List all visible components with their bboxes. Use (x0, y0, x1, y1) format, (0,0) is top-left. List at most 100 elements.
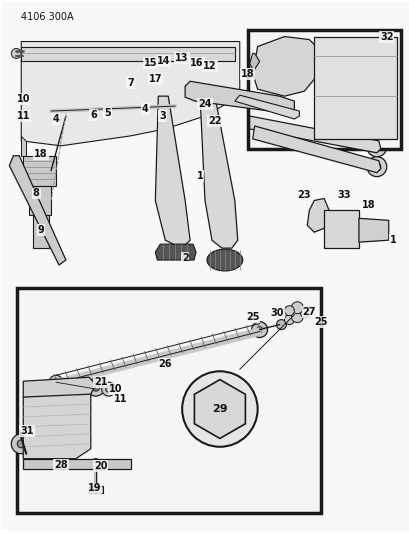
Polygon shape (324, 211, 358, 248)
Text: 33: 33 (337, 190, 350, 200)
Circle shape (162, 64, 172, 74)
Circle shape (366, 157, 386, 176)
Polygon shape (185, 81, 294, 113)
Text: 18: 18 (34, 149, 48, 159)
Text: 28: 28 (54, 459, 67, 470)
Circle shape (182, 372, 257, 447)
Text: 7: 7 (127, 78, 134, 88)
Text: 20: 20 (94, 461, 107, 471)
Polygon shape (313, 37, 396, 139)
Circle shape (271, 63, 277, 69)
Circle shape (17, 440, 25, 448)
Polygon shape (23, 377, 96, 397)
Text: 10: 10 (109, 384, 122, 394)
Text: 24: 24 (198, 99, 211, 109)
Circle shape (180, 64, 190, 74)
Circle shape (32, 192, 48, 208)
Circle shape (338, 67, 348, 76)
Text: 8: 8 (33, 189, 40, 198)
Polygon shape (252, 126, 380, 173)
Circle shape (138, 107, 142, 111)
Circle shape (11, 49, 21, 59)
Text: 5: 5 (104, 108, 111, 118)
Text: 23: 23 (297, 190, 310, 200)
Text: 25: 25 (314, 317, 327, 327)
Circle shape (159, 90, 167, 98)
Text: 15: 15 (143, 59, 157, 68)
Circle shape (192, 71, 202, 81)
Circle shape (291, 311, 303, 322)
Circle shape (34, 225, 48, 239)
Circle shape (87, 378, 104, 396)
Text: 21: 21 (94, 377, 107, 387)
Circle shape (92, 383, 99, 391)
Polygon shape (9, 156, 66, 265)
Circle shape (284, 306, 294, 316)
Text: 14: 14 (156, 56, 170, 67)
Text: 9: 9 (38, 225, 45, 235)
Polygon shape (29, 185, 51, 215)
Text: 11: 11 (114, 394, 127, 404)
Text: 17: 17 (148, 74, 162, 84)
Polygon shape (252, 37, 319, 96)
Polygon shape (234, 95, 299, 119)
Circle shape (150, 68, 160, 78)
Text: 29: 29 (211, 404, 227, 414)
Circle shape (284, 314, 294, 325)
Circle shape (251, 321, 267, 337)
Circle shape (208, 398, 231, 421)
Circle shape (200, 81, 209, 91)
Circle shape (147, 63, 202, 119)
Text: 6: 6 (90, 110, 97, 120)
Polygon shape (21, 136, 26, 156)
Text: 3: 3 (159, 111, 165, 121)
Text: 32: 32 (379, 31, 393, 42)
Circle shape (85, 106, 96, 116)
Polygon shape (358, 219, 388, 242)
Circle shape (362, 60, 384, 82)
Polygon shape (23, 156, 56, 185)
Circle shape (110, 105, 120, 115)
Text: 4106 300A: 4106 300A (21, 12, 74, 22)
Polygon shape (307, 198, 328, 232)
Text: 1: 1 (389, 235, 396, 245)
Text: 22: 22 (208, 116, 221, 126)
Circle shape (372, 163, 380, 171)
Bar (17, 288, 320, 513)
Circle shape (286, 101, 294, 109)
Text: 10: 10 (16, 94, 30, 104)
Text: 13: 13 (175, 53, 189, 63)
Polygon shape (89, 486, 102, 494)
Circle shape (113, 108, 117, 112)
Circle shape (153, 84, 173, 104)
Polygon shape (23, 389, 90, 459)
Bar (247, 30, 400, 149)
Text: 18: 18 (240, 69, 254, 79)
Circle shape (89, 109, 92, 113)
Circle shape (11, 434, 31, 454)
Circle shape (372, 143, 380, 151)
Polygon shape (249, 53, 259, 69)
Circle shape (64, 110, 68, 114)
Text: 19: 19 (88, 483, 101, 494)
Text: 12: 12 (203, 61, 216, 71)
Circle shape (101, 382, 115, 396)
Circle shape (135, 104, 145, 114)
Circle shape (106, 386, 111, 392)
Polygon shape (200, 96, 237, 248)
Circle shape (276, 320, 286, 329)
Polygon shape (23, 459, 130, 469)
Ellipse shape (207, 249, 242, 271)
Polygon shape (21, 42, 239, 146)
Polygon shape (155, 244, 196, 260)
Circle shape (266, 59, 282, 74)
Text: 25: 25 (245, 312, 259, 321)
Circle shape (300, 308, 310, 318)
Circle shape (167, 83, 183, 99)
Circle shape (90, 459, 101, 469)
Circle shape (333, 221, 348, 237)
Text: 30: 30 (270, 308, 283, 318)
Polygon shape (249, 116, 380, 153)
Circle shape (368, 67, 378, 76)
Circle shape (53, 379, 59, 385)
